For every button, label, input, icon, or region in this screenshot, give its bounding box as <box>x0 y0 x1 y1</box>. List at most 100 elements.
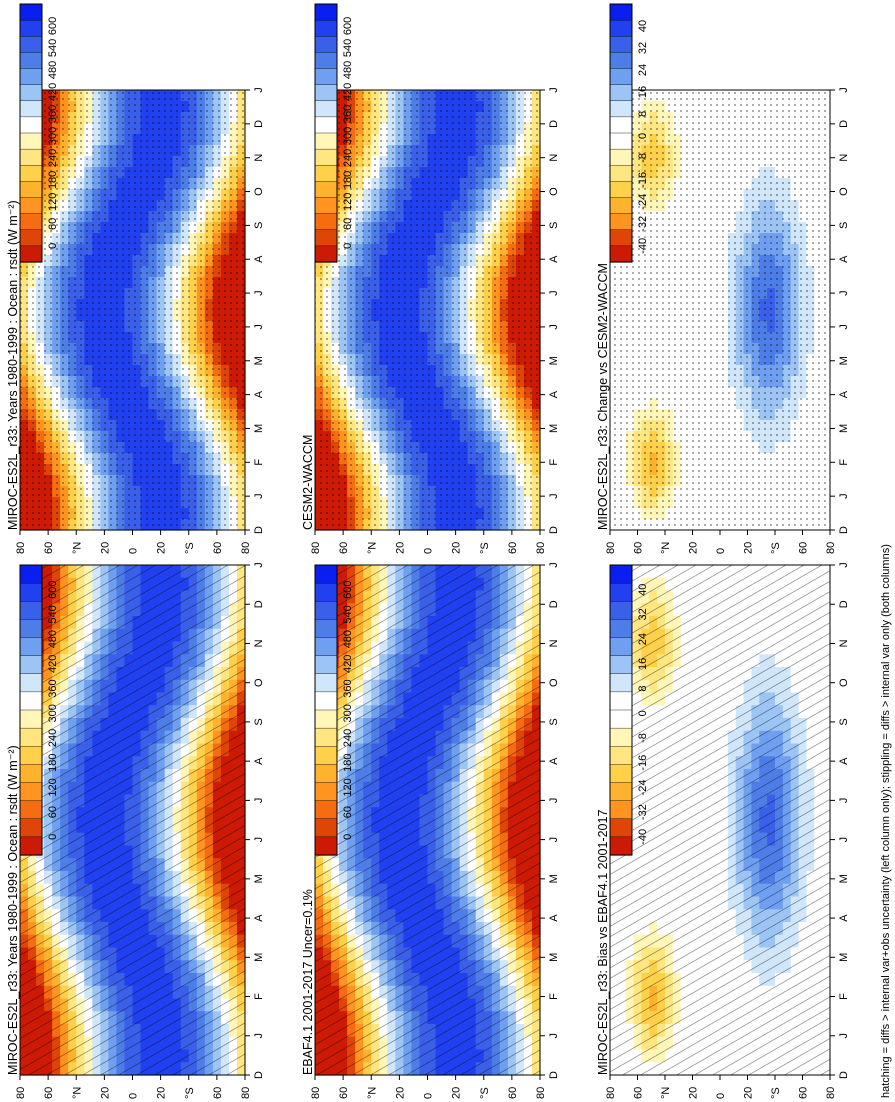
colorbar-label: 120 <box>47 193 59 211</box>
colorbar-segment <box>19 84 43 102</box>
panel-p-bot-left: 80 60 °N 20 0 20 °S 60 80DJFMAMJJASONDJMIROC-ES2… <box>596 562 850 1099</box>
colorbar-segment <box>19 818 43 838</box>
colorbar-label: 60 <box>47 218 59 230</box>
month-tick-label: O <box>253 187 265 196</box>
lat-tick-label: °N <box>71 542 83 554</box>
month-tick-label: D <box>253 1071 265 1079</box>
month-tick-label: M <box>548 874 560 883</box>
colorbar-label: 360 <box>47 679 59 697</box>
lat-tick-label: °S <box>184 1087 196 1099</box>
colorbar-segment <box>314 727 338 747</box>
month-tick-label: N <box>253 154 265 162</box>
month-tick-label: M <box>253 356 265 365</box>
colorbar-label: 480 <box>47 61 59 79</box>
colorbar-label: 600 <box>47 581 59 599</box>
colorbar-label: 480 <box>47 630 59 648</box>
month-tick-label: M <box>253 424 265 433</box>
colorbar-segment <box>314 655 338 675</box>
lat-tick-label: °S <box>479 1087 491 1099</box>
month-tick-label: J <box>253 837 265 843</box>
lat-tick-label: 60 <box>507 542 519 554</box>
colorbar-segment <box>314 68 338 86</box>
lat-tick-label: °S <box>184 542 196 554</box>
month-tick-label: N <box>548 639 560 647</box>
lat-tick-label: 80 <box>310 542 322 554</box>
month-tick-label: A <box>253 390 265 398</box>
month-tick-label: A <box>253 757 265 765</box>
colorbar-label: 360 <box>47 105 59 123</box>
colorbar-label: 240 <box>47 149 59 167</box>
colorbar-segment <box>314 818 338 838</box>
month-tick-label: D <box>548 526 560 534</box>
month-tick-label: A <box>548 914 560 922</box>
colorbar-label: 240 <box>342 729 354 747</box>
lat-tick-label: 20 <box>156 1087 168 1099</box>
panel-title: CESM2-WACCM <box>301 435 315 530</box>
colorbar-segment <box>314 165 338 182</box>
lat-tick-label: 80 <box>535 1087 547 1099</box>
panel-title: EBAF4.1 2001-2017 Uncer=0.1% <box>301 889 315 1075</box>
colorbar-segment <box>19 245 43 263</box>
colorbar-segment <box>314 197 338 215</box>
colorbar-segment <box>19 582 43 602</box>
colorbar-label: 300 <box>342 127 354 145</box>
colorbar-label: 120 <box>342 193 354 211</box>
colorbar-label: 180 <box>47 754 59 772</box>
colorbar-segment <box>19 68 43 86</box>
colorbar-segment <box>19 782 43 802</box>
colorbar-segment <box>19 132 43 150</box>
lat-tick-label: 80 <box>240 1087 252 1099</box>
stipple-overlay <box>20 90 245 530</box>
colorbar-segment <box>314 601 338 620</box>
lat-tick-label: °N <box>366 542 378 554</box>
month-tick-label: M <box>253 953 265 962</box>
colorbar-segment <box>19 165 43 182</box>
month-tick-label: S <box>253 222 265 229</box>
lat-tick-label: 80 <box>15 542 27 554</box>
month-tick-label: D <box>253 526 265 534</box>
lat-tick-label: 60 <box>212 542 224 554</box>
month-tick-label: J <box>253 324 265 330</box>
lat-tick-label: °N <box>366 1087 378 1099</box>
lat-tick-label: 0 <box>423 548 435 554</box>
month-tick-label: M <box>548 953 560 962</box>
month-tick-label: J <box>548 87 560 93</box>
colorbar-label: 180 <box>342 171 354 189</box>
lat-tick-label: 60 <box>43 542 55 554</box>
colorbar-segment <box>19 836 43 856</box>
colorbar-segment <box>19 619 43 639</box>
colorbar-segment <box>19 601 43 620</box>
month-tick-label: O <box>253 678 265 687</box>
colorbar-segment <box>314 52 338 70</box>
colorbar-segment <box>19 36 43 53</box>
colorbar-segment <box>19 655 43 675</box>
month-tick-label: A <box>548 757 560 765</box>
colorbar-label: 240 <box>47 729 59 747</box>
lat-tick-label: 20 <box>451 542 463 554</box>
month-tick-label: S <box>548 718 560 725</box>
month-tick-label: F <box>253 993 265 1000</box>
colorbar-label: 180 <box>47 171 59 189</box>
colorbar-segment <box>314 3 338 21</box>
colorbar-segment <box>314 84 338 102</box>
panel-p-mid-right: 80 60 °N 20 0 20 °S 60 80DJFMAMJJASONDJCESM2-WAC… <box>301 3 560 554</box>
colorbar-segment <box>314 181 338 199</box>
colorbar-label: 540 <box>47 605 59 623</box>
month-tick-label: J <box>548 290 560 296</box>
lat-tick-label: 60 <box>43 1087 55 1099</box>
colorbar-segment <box>314 691 338 711</box>
month-tick-label: S <box>548 222 560 229</box>
panels-root: 80 60 °N 20 0 20 °S 60 80DJFMAMJJASONDJMIROC-ES2… <box>6 3 850 1099</box>
colorbar-label: 480 <box>342 61 354 79</box>
lat-tick-label: 60 <box>507 1087 519 1099</box>
colorbar-label: 120 <box>47 778 59 796</box>
colorbar-label: 600 <box>47 17 59 35</box>
colorbar-segment <box>314 619 338 639</box>
colorbar-segment <box>314 764 338 784</box>
colorbar-label: 540 <box>47 39 59 57</box>
colorbar-segment <box>314 100 338 118</box>
colorbar-segment <box>19 746 43 765</box>
colorbar-frame <box>19 564 43 856</box>
